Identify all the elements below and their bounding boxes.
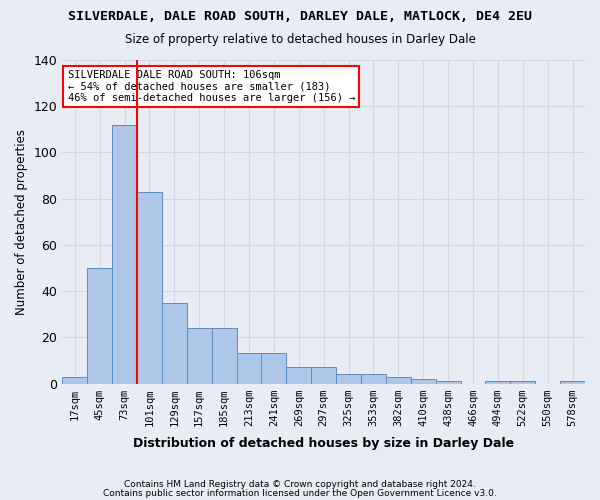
- Text: Contains public sector information licensed under the Open Government Licence v3: Contains public sector information licen…: [103, 488, 497, 498]
- Bar: [436, 381, 461, 384]
- X-axis label: Distribution of detached houses by size in Darley Dale: Distribution of detached houses by size …: [133, 437, 514, 450]
- Bar: [311, 368, 336, 384]
- Y-axis label: Number of detached properties: Number of detached properties: [15, 129, 28, 315]
- Bar: [286, 368, 311, 384]
- Bar: [212, 328, 236, 384]
- Bar: [386, 376, 411, 384]
- Bar: [236, 354, 262, 384]
- Text: Contains HM Land Registry data © Crown copyright and database right 2024.: Contains HM Land Registry data © Crown c…: [124, 480, 476, 489]
- Text: SILVERDALE, DALE ROAD SOUTH, DARLEY DALE, MATLOCK, DE4 2EU: SILVERDALE, DALE ROAD SOUTH, DARLEY DALE…: [68, 10, 532, 23]
- Bar: [187, 328, 212, 384]
- Bar: [411, 379, 436, 384]
- Bar: [112, 124, 137, 384]
- Bar: [162, 302, 187, 384]
- Text: SILVERDALE DALE ROAD SOUTH: 106sqm
← 54% of detached houses are smaller (183)
46: SILVERDALE DALE ROAD SOUTH: 106sqm ← 54%…: [68, 70, 355, 103]
- Bar: [336, 374, 361, 384]
- Bar: [560, 381, 585, 384]
- Bar: [137, 192, 162, 384]
- Bar: [62, 376, 87, 384]
- Bar: [361, 374, 386, 384]
- Bar: [262, 354, 286, 384]
- Text: Size of property relative to detached houses in Darley Dale: Size of property relative to detached ho…: [125, 32, 475, 46]
- Bar: [87, 268, 112, 384]
- Bar: [511, 381, 535, 384]
- Bar: [485, 381, 511, 384]
